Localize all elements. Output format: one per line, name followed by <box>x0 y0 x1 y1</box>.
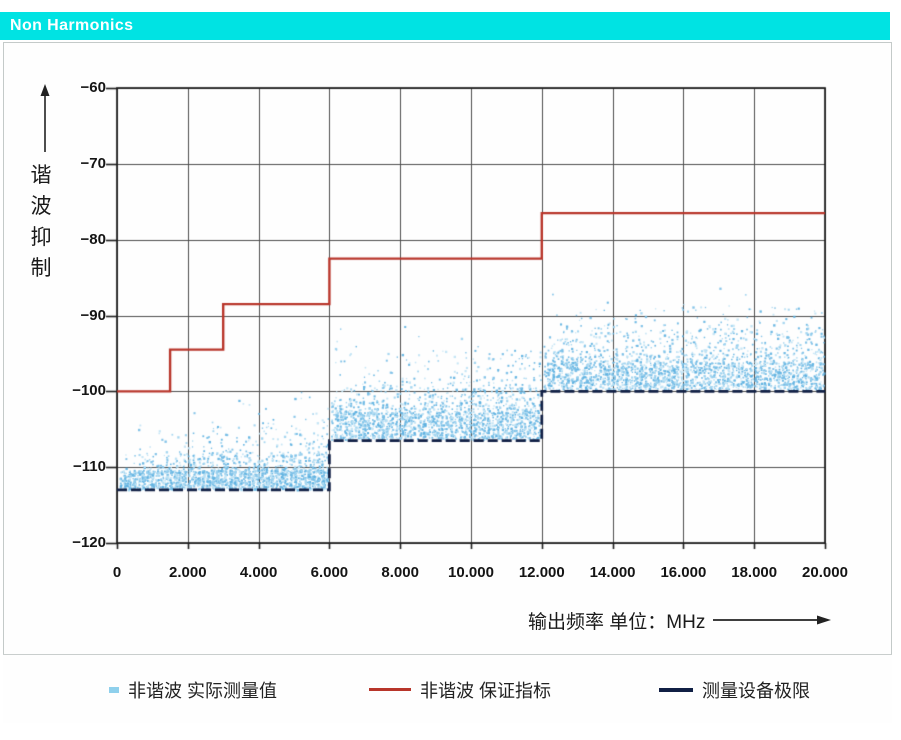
x-tick-label: 20.000 <box>802 564 848 581</box>
legend-item-measured: 非谐波 实际测量值 <box>109 655 277 724</box>
legend-item-spec: 非谐波 保证指标 <box>369 655 551 724</box>
y-axis-label: 谐波抑制 <box>30 164 52 280</box>
y-tick-label: −70 <box>80 154 106 172</box>
x-tick-label: 8.000 <box>381 564 419 581</box>
x-tick-label: 10.000 <box>448 564 494 581</box>
legend-label-spec: 非谐波 保证指标 <box>420 680 552 701</box>
y-axis-arrow-icon <box>40 84 50 152</box>
x-tick-label: 2.000 <box>169 564 207 581</box>
y-tick-label: −100 <box>72 382 106 400</box>
scatter-marker-icon <box>109 686 119 693</box>
x-tick-label: 16.000 <box>660 564 707 581</box>
x-tick-label: 18.000 <box>731 564 778 581</box>
y-tick-label: −90 <box>80 306 106 324</box>
x-tick-label: 14.000 <box>589 564 636 581</box>
window-title-bar: Non Harmonics <box>0 12 890 40</box>
x-tick-label: 4.000 <box>239 564 278 581</box>
page-title: Non Harmonics <box>10 17 134 34</box>
y-axis-title: 谐波抑制 <box>28 84 68 284</box>
legend: 非谐波 实际测量值 非谐波 保证指标 测量设备极限 <box>3 654 892 723</box>
y-tick-label: −60 <box>80 79 106 96</box>
legend-label-equipment-limit: 测量设备极限 <box>702 680 810 701</box>
y-tick-label: −120 <box>72 534 106 551</box>
x-tick-label: 12.000 <box>518 564 565 581</box>
x-tick-label: 0 <box>112 564 122 581</box>
x-axis-label: 输出频率 单位：MHz <box>528 611 706 633</box>
legend-item-equipment-limit: 测量设备极限 <box>659 655 810 724</box>
black-line-marker-icon <box>659 687 693 692</box>
x-axis-title: 输出频率 单位：MHz <box>528 606 832 634</box>
red-line-marker-icon <box>369 688 411 691</box>
x-tick-label: 6.000 <box>310 564 349 581</box>
y-tick-label: −80 <box>80 230 106 248</box>
legend-label-measured: 非谐波 实际测量值 <box>128 680 278 701</box>
y-tick-label: −110 <box>73 458 106 476</box>
x-axis-arrow-icon <box>713 615 832 625</box>
